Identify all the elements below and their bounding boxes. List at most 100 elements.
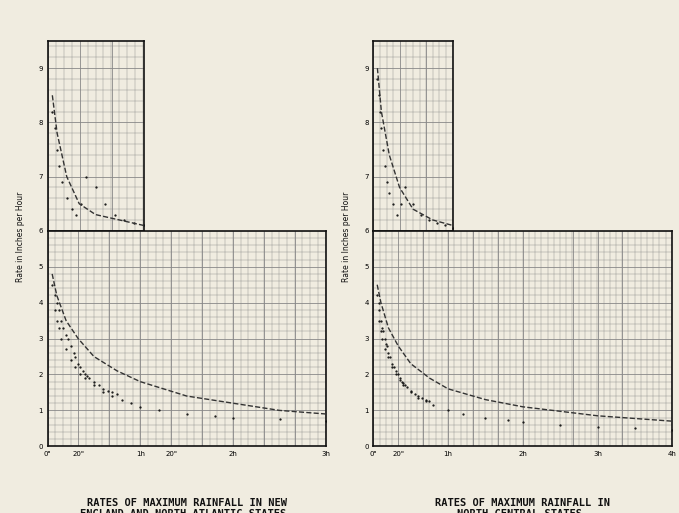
- Point: [58, 324, 69, 332]
- Point: [407, 200, 418, 208]
- Point: [73, 360, 84, 368]
- Point: [394, 376, 405, 384]
- Point: [629, 424, 640, 432]
- Point: [416, 210, 426, 219]
- Point: [405, 388, 416, 397]
- Point: [88, 378, 99, 386]
- Point: [90, 183, 101, 191]
- Point: [65, 356, 76, 364]
- Point: [396, 200, 407, 208]
- Point: [181, 410, 192, 418]
- Point: [60, 331, 71, 339]
- Point: [378, 327, 388, 336]
- Point: [384, 352, 395, 361]
- Point: [52, 299, 62, 307]
- Point: [128, 219, 139, 227]
- Point: [71, 210, 81, 219]
- Point: [376, 124, 387, 132]
- Point: [439, 221, 450, 229]
- Point: [79, 370, 90, 379]
- Point: [413, 394, 424, 402]
- Point: [98, 385, 109, 393]
- Point: [62, 334, 73, 343]
- Point: [402, 383, 413, 391]
- Point: [373, 91, 384, 100]
- Point: [111, 390, 122, 398]
- Point: [400, 183, 411, 191]
- Point: [70, 352, 81, 361]
- Point: [47, 107, 58, 115]
- Point: [382, 178, 392, 186]
- Point: [50, 291, 60, 300]
- Point: [107, 392, 118, 400]
- Point: [56, 317, 67, 325]
- Point: [93, 381, 104, 389]
- Point: [138, 221, 149, 229]
- Point: [65, 342, 76, 350]
- Point: [61, 194, 72, 203]
- Point: [375, 327, 386, 336]
- Point: [70, 363, 81, 371]
- Point: [399, 381, 410, 389]
- Point: [397, 378, 407, 386]
- Point: [592, 423, 603, 431]
- Point: [390, 370, 401, 379]
- Point: [47, 281, 58, 289]
- Point: [50, 306, 60, 314]
- Point: [320, 417, 331, 425]
- Point: [56, 178, 67, 186]
- Point: [380, 345, 390, 353]
- Point: [53, 324, 64, 332]
- Point: [424, 216, 435, 224]
- Point: [380, 334, 390, 343]
- Point: [502, 417, 513, 425]
- Point: [75, 370, 86, 379]
- Point: [378, 145, 388, 153]
- Point: [387, 360, 398, 368]
- Point: [79, 374, 90, 382]
- Point: [443, 406, 454, 415]
- Point: [417, 394, 428, 402]
- Point: [409, 390, 420, 398]
- Point: [75, 363, 86, 371]
- Point: [374, 306, 385, 314]
- Point: [398, 380, 409, 388]
- Point: [398, 381, 409, 389]
- Point: [389, 363, 400, 371]
- Point: [387, 363, 398, 371]
- Point: [109, 210, 120, 219]
- Point: [480, 413, 491, 422]
- Point: [53, 306, 64, 314]
- Point: [424, 397, 435, 405]
- Point: [382, 342, 392, 350]
- Point: [119, 216, 130, 224]
- Point: [431, 219, 442, 227]
- Text: RATES OF MAXIMUM RAINFALL IN NEW
ENGLAND AND NORTH ATLANTIC STATES.: RATES OF MAXIMUM RAINFALL IN NEW ENGLAND…: [81, 498, 293, 513]
- Point: [107, 388, 118, 397]
- Point: [81, 172, 92, 181]
- Point: [66, 205, 77, 213]
- Point: [420, 396, 431, 404]
- Point: [84, 374, 95, 382]
- Point: [126, 399, 136, 407]
- Text: Rate in Inches per Hour: Rate in Inches per Hour: [16, 192, 25, 283]
- Point: [50, 124, 60, 132]
- Point: [375, 317, 386, 325]
- Point: [383, 352, 394, 361]
- Point: [54, 162, 65, 170]
- Point: [374, 107, 385, 115]
- Point: [68, 349, 79, 357]
- Point: [60, 345, 71, 353]
- Point: [377, 334, 388, 343]
- Point: [52, 317, 62, 325]
- Point: [380, 162, 390, 170]
- Point: [98, 388, 109, 397]
- Point: [372, 291, 383, 300]
- Point: [428, 401, 439, 409]
- Point: [377, 324, 388, 332]
- Point: [413, 392, 424, 400]
- Point: [390, 367, 401, 375]
- Point: [81, 372, 92, 381]
- Point: [405, 387, 416, 395]
- Point: [76, 200, 87, 208]
